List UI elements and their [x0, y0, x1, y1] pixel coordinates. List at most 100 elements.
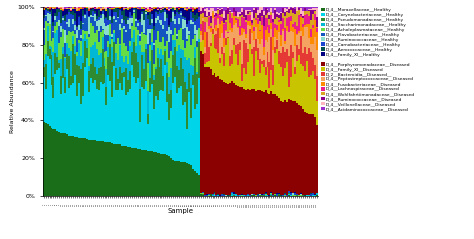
- Bar: [312, 195, 314, 196]
- Bar: [68, 12, 70, 19]
- Bar: [53, 22, 55, 26]
- Bar: [76, 26, 78, 27]
- Bar: [51, 10, 53, 16]
- Bar: [257, 39, 259, 48]
- Bar: [292, 101, 294, 193]
- Bar: [225, 22, 227, 30]
- Bar: [261, 16, 263, 17]
- Bar: [84, 67, 86, 138]
- Bar: [300, 17, 302, 31]
- Bar: [182, 16, 184, 17]
- Bar: [241, 87, 243, 194]
- Bar: [314, 8, 316, 10]
- Bar: [127, 147, 129, 196]
- Bar: [56, 9, 58, 16]
- Bar: [76, 8, 78, 10]
- Bar: [58, 9, 60, 12]
- Bar: [51, 85, 53, 128]
- Bar: [86, 16, 88, 31]
- Bar: [153, 43, 155, 45]
- Bar: [125, 32, 127, 46]
- Bar: [211, 29, 213, 33]
- Bar: [86, 9, 88, 11]
- Bar: [53, 77, 55, 98]
- Bar: [119, 83, 121, 144]
- Bar: [58, 12, 60, 20]
- Bar: [164, 8, 166, 10]
- Bar: [300, 8, 302, 14]
- Bar: [314, 79, 316, 117]
- Bar: [133, 10, 135, 12]
- Bar: [86, 31, 88, 39]
- Bar: [306, 195, 308, 196]
- Bar: [257, 24, 259, 39]
- Bar: [137, 149, 139, 196]
- Bar: [117, 38, 119, 60]
- Bar: [55, 129, 56, 196]
- Bar: [208, 47, 210, 61]
- Bar: [45, 21, 46, 54]
- Bar: [231, 192, 233, 193]
- Bar: [74, 21, 76, 25]
- Bar: [249, 7, 251, 11]
- Bar: [204, 7, 206, 9]
- Bar: [294, 193, 296, 194]
- Bar: [259, 31, 261, 44]
- Bar: [190, 118, 192, 165]
- Bar: [188, 34, 190, 35]
- Bar: [264, 75, 266, 90]
- Bar: [88, 16, 90, 17]
- Bar: [233, 16, 235, 25]
- Bar: [273, 22, 274, 37]
- Bar: [273, 7, 274, 12]
- Bar: [204, 9, 206, 11]
- Bar: [202, 16, 204, 17]
- Bar: [64, 22, 66, 30]
- Bar: [225, 10, 227, 20]
- Bar: [145, 11, 147, 12]
- Bar: [46, 23, 48, 26]
- Bar: [264, 7, 266, 8]
- Bar: [261, 91, 263, 194]
- Bar: [233, 194, 235, 195]
- Bar: [280, 24, 282, 35]
- Bar: [80, 56, 82, 69]
- Bar: [310, 52, 312, 76]
- Bar: [45, 54, 46, 65]
- Bar: [135, 27, 137, 46]
- Bar: [127, 10, 129, 17]
- Bar: [143, 34, 145, 52]
- Bar: [216, 34, 218, 49]
- Bar: [51, 128, 53, 196]
- Bar: [68, 10, 70, 12]
- Bar: [161, 8, 163, 9]
- Bar: [284, 68, 286, 100]
- Bar: [188, 8, 190, 9]
- Bar: [55, 33, 56, 53]
- Bar: [58, 60, 60, 63]
- Bar: [100, 18, 101, 26]
- Bar: [294, 74, 296, 101]
- Bar: [139, 45, 141, 89]
- Bar: [200, 194, 202, 196]
- Bar: [66, 8, 68, 9]
- Bar: [245, 7, 247, 10]
- Bar: [184, 8, 186, 10]
- Bar: [168, 7, 170, 9]
- Bar: [143, 20, 145, 33]
- Bar: [308, 38, 310, 49]
- Bar: [211, 18, 213, 29]
- Bar: [276, 39, 278, 40]
- Bar: [198, 10, 200, 11]
- Bar: [296, 35, 298, 45]
- Bar: [111, 34, 113, 37]
- Bar: [143, 150, 145, 196]
- Bar: [312, 114, 314, 193]
- Bar: [271, 195, 273, 196]
- Bar: [161, 25, 163, 42]
- Bar: [174, 16, 176, 19]
- Bar: [123, 77, 125, 146]
- Bar: [133, 9, 135, 10]
- Bar: [156, 58, 158, 100]
- Bar: [90, 47, 92, 65]
